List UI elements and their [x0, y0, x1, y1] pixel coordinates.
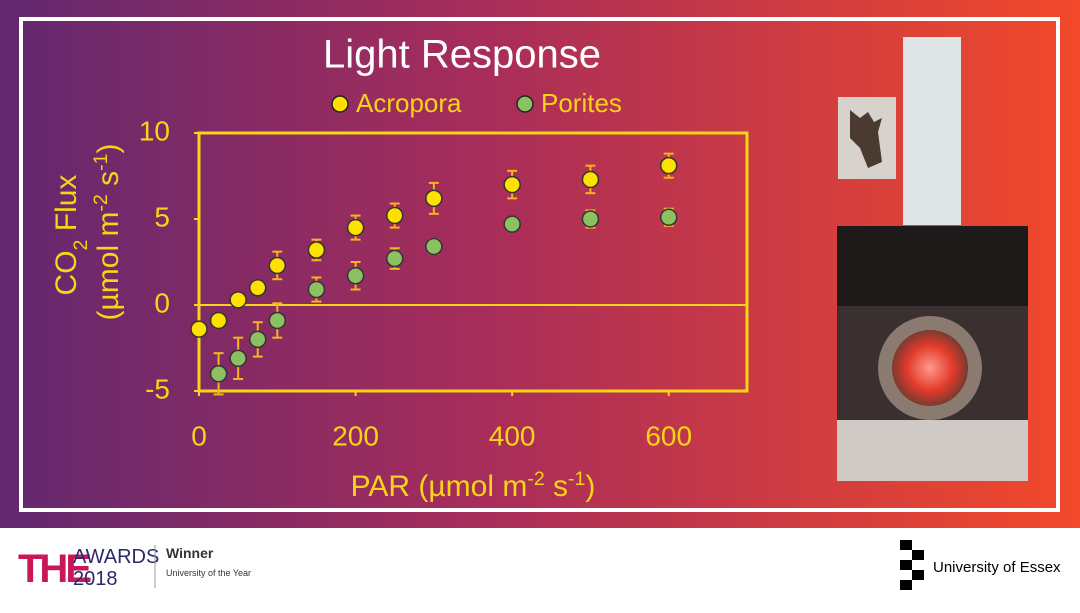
y-tick-label: 5: [154, 201, 170, 232]
chamber-top: [837, 226, 1028, 306]
coral-shape: [850, 110, 882, 168]
data-point: [268, 256, 287, 275]
y-axis-label: CO2 Flux: [50, 175, 92, 296]
data-point: [248, 330, 267, 349]
data-point: [346, 267, 365, 285]
data-point: [229, 349, 247, 368]
essex-logo-block: [900, 540, 912, 550]
data-point: [581, 170, 600, 189]
award-year: 2018: [73, 568, 118, 590]
x-axis-label: PAR (µmol m-2 s-1): [351, 468, 596, 503]
chart-title: Light Response: [323, 33, 601, 77]
data-point: [503, 175, 521, 194]
data-point: [248, 279, 267, 297]
x-tick-label: 600: [645, 420, 692, 451]
footer: THE AWARDS 2018 Winner University of the…: [18, 540, 1061, 591]
essex-logo-block: [912, 550, 924, 560]
award-logo: THE: [18, 547, 91, 591]
data-point: [503, 215, 521, 233]
data-point: [346, 218, 365, 237]
y-axis-label: (µmol m-2 s-1): [90, 144, 125, 321]
data-point: [268, 311, 287, 330]
legend-label: Acropora: [356, 88, 462, 118]
data-point: [307, 241, 326, 259]
data-point: [209, 311, 228, 330]
university-name: University of Essex: [933, 559, 1061, 576]
essex-logo-block: [900, 580, 912, 590]
x-axis-label-part: ): [585, 470, 595, 503]
data-point: [425, 189, 443, 208]
data-point: [425, 237, 443, 256]
data-point: [229, 291, 247, 309]
plot-frame: [197, 131, 749, 393]
x-tick-label: 200: [332, 420, 379, 451]
award-word: AWARDS: [73, 546, 159, 568]
x-axis-label-part: -2: [527, 468, 544, 490]
y-axis-label-part: 2: [70, 240, 92, 251]
y-axis-label-part: ): [92, 144, 125, 154]
y-tick-label: -5: [145, 373, 170, 404]
y-axis-label-part: Flux: [50, 175, 83, 240]
data-point: [307, 280, 326, 299]
data-point: [209, 365, 228, 383]
data-point: [581, 210, 600, 228]
chamber-base: [837, 420, 1028, 481]
data-point: [659, 208, 678, 227]
legend-label: Porites: [541, 88, 622, 118]
ruler-photo: [903, 37, 961, 225]
y-tick-label: 10: [139, 115, 170, 146]
data-point: [385, 206, 404, 225]
y-axis-label-part: -2: [90, 194, 112, 211]
slide-frame: [19, 17, 1060, 512]
data-point: [659, 156, 678, 175]
winner: Winner: [166, 545, 214, 561]
x-axis-label-part: s: [545, 470, 568, 503]
legend-marker: [516, 95, 534, 113]
x-axis-label-part: -1: [568, 468, 585, 490]
y-axis-label-part: (µmol m: [92, 212, 125, 321]
data-point: [190, 320, 208, 338]
x-tick-label: 0: [191, 420, 207, 451]
essex-logo-block: [912, 570, 924, 580]
winner-detail: University of the Year: [166, 568, 251, 578]
chamber-light: [892, 330, 968, 406]
legend-marker: [331, 95, 349, 113]
y-axis-label-part: -1: [90, 154, 112, 171]
data-point: [385, 249, 404, 268]
x-axis-label-part: PAR (µmol m: [351, 470, 528, 503]
x-tick-label: 400: [489, 420, 536, 451]
footer-band: [0, 528, 1080, 608]
y-axis-label-part: s: [92, 171, 125, 194]
essex-logo-block: [900, 560, 912, 570]
y-axis-label-part: CO: [50, 250, 83, 295]
y-tick-label: 0: [154, 287, 170, 318]
